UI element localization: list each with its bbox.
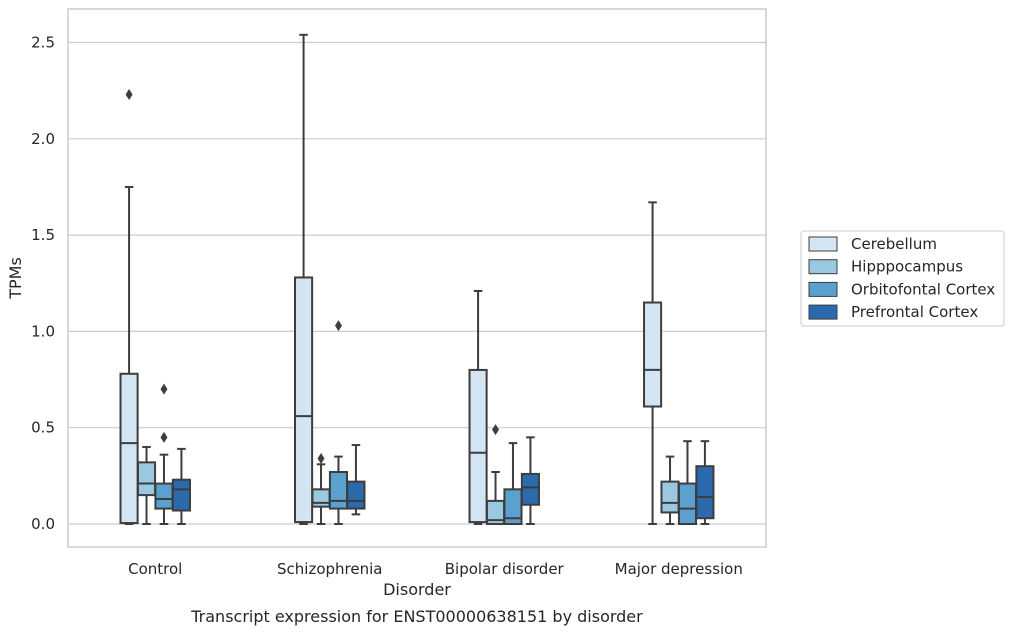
box: [503, 488, 523, 525]
plot-frame: [67, 8, 767, 548]
box-group: [677, 440, 698, 525]
box: [136, 461, 157, 497]
box-group: [660, 455, 680, 525]
box-group: [171, 447, 191, 525]
y-tick-label: 1.0: [31, 322, 55, 340]
box-group: [695, 440, 715, 525]
legend-swatch: [808, 236, 838, 252]
legend-swatch: [808, 281, 838, 297]
outlier-point: [160, 431, 168, 443]
box: [154, 482, 174, 510]
y-tick-label: 0.0: [31, 515, 55, 533]
box-group: [503, 442, 523, 525]
box-group: [294, 33, 314, 525]
legend-label: Orbitofontal Cortex: [851, 280, 995, 298]
y-tick-label: 2.0: [31, 130, 55, 148]
box-group: [520, 436, 540, 525]
box-group: [154, 383, 174, 525]
x-tick-label: Major depression: [615, 560, 743, 578]
box: [328, 470, 349, 510]
box: [468, 368, 488, 524]
outlier-point: [334, 320, 342, 332]
box-groups: [119, 33, 715, 525]
box: [346, 480, 366, 510]
legend-label: Cerebellum: [851, 235, 937, 253]
box: [294, 276, 314, 524]
box: [643, 301, 663, 408]
x-axis-label: Disorder: [383, 580, 451, 599]
legend-swatch: [808, 259, 838, 275]
box-group: [468, 289, 488, 525]
x-tick-labels: Control Schizophrenia Bipolar disorder Majo…: [128, 560, 743, 578]
x-tick-label: Schizophrenia: [277, 560, 382, 578]
box: [660, 480, 680, 514]
box-group: [643, 201, 663, 525]
legend-label: Hipppocampus: [851, 258, 963, 276]
legend-swatch: [808, 304, 838, 320]
y-tick-label: 1.5: [31, 226, 55, 244]
x-tick-label: Bipolar disorder: [445, 560, 565, 578]
y-tick-label: 2.5: [31, 34, 55, 52]
box: [171, 478, 191, 512]
box-group: [136, 445, 157, 525]
chart-caption: Transcript expression for ENST0000063815…: [190, 607, 643, 626]
box-group: [328, 320, 349, 525]
y-tick-labels: 0.0 0.5 1.0 1.5 2.0 2.5: [31, 34, 55, 534]
outlier-point: [317, 453, 325, 465]
box: [677, 482, 698, 525]
x-tick-label: Control: [128, 560, 182, 578]
y-tick-label: 0.5: [31, 419, 55, 437]
legend: Cerebellum Hipppocampus Orbitofontal Corte…: [800, 230, 1005, 327]
box-group: [119, 89, 139, 525]
box-group: [311, 453, 331, 525]
box: [311, 488, 331, 508]
box-group: [346, 444, 366, 516]
box: [520, 472, 540, 506]
box-group: [485, 424, 506, 525]
box: [695, 465, 715, 520]
legend-label: Prefrontal Cortex: [851, 303, 978, 321]
outlier-point: [125, 89, 133, 101]
y-axis-label: TPMs: [6, 257, 25, 300]
box: [119, 372, 139, 525]
gridlines: [68, 41, 766, 525]
outlier-point: [492, 424, 500, 436]
legend-frame: [800, 230, 1005, 327]
outlier-point: [160, 383, 168, 395]
